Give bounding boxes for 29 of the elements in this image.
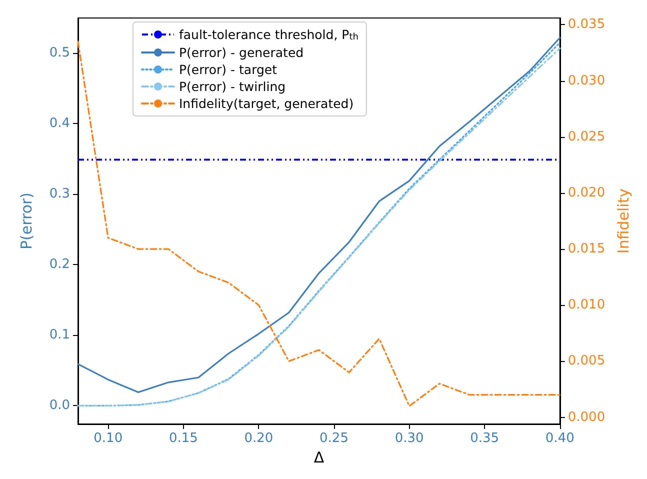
x-tick-label: 0.25: [320, 431, 348, 446]
y-axis-title: P(error): [18, 192, 36, 250]
y-tick-label: 0.4: [49, 116, 70, 132]
legend-label: P(error) - target: [179, 62, 278, 77]
legend-label: P(error) - generated: [179, 45, 304, 60]
x-tick-label: 0.10: [94, 431, 123, 446]
y2-tick-label: 0.025: [568, 129, 606, 144]
y2-tick-label: 0.010: [568, 298, 606, 313]
y-tick-label: 0.1: [49, 328, 70, 343]
y2-tick-label: 0.020: [568, 185, 606, 200]
legend-label: fault-tolerance threshold, Pth: [179, 27, 358, 42]
x-tick-label: 0.40: [545, 431, 574, 446]
x-tick-label: 0.35: [470, 431, 500, 446]
y2-tick-label: 0.035: [568, 17, 606, 32]
legend-label: P(error) - twirling: [179, 79, 286, 94]
y-tick-label: 0.5: [49, 46, 70, 61]
y2-tick-label: 0.005: [568, 354, 606, 369]
x-tick-label: 0.20: [244, 431, 274, 446]
y2-tick-label: 0.015: [568, 242, 606, 257]
y2-axis-title: Infidelity: [614, 188, 632, 254]
x-axis-title: Δ: [314, 448, 325, 466]
x-tick-label: 0.30: [394, 431, 424, 446]
y2-tick-label: 0.030: [568, 73, 606, 88]
y-tick-label: 0.0: [49, 398, 70, 414]
legend-label: Infidelity(target, generated): [179, 96, 354, 111]
x-tick-label: 0.15: [168, 431, 198, 446]
y-tick-label: 0.3: [49, 186, 70, 202]
y2-tick-label: 0.000: [568, 410, 606, 425]
y-tick-label: 0.2: [49, 257, 70, 272]
